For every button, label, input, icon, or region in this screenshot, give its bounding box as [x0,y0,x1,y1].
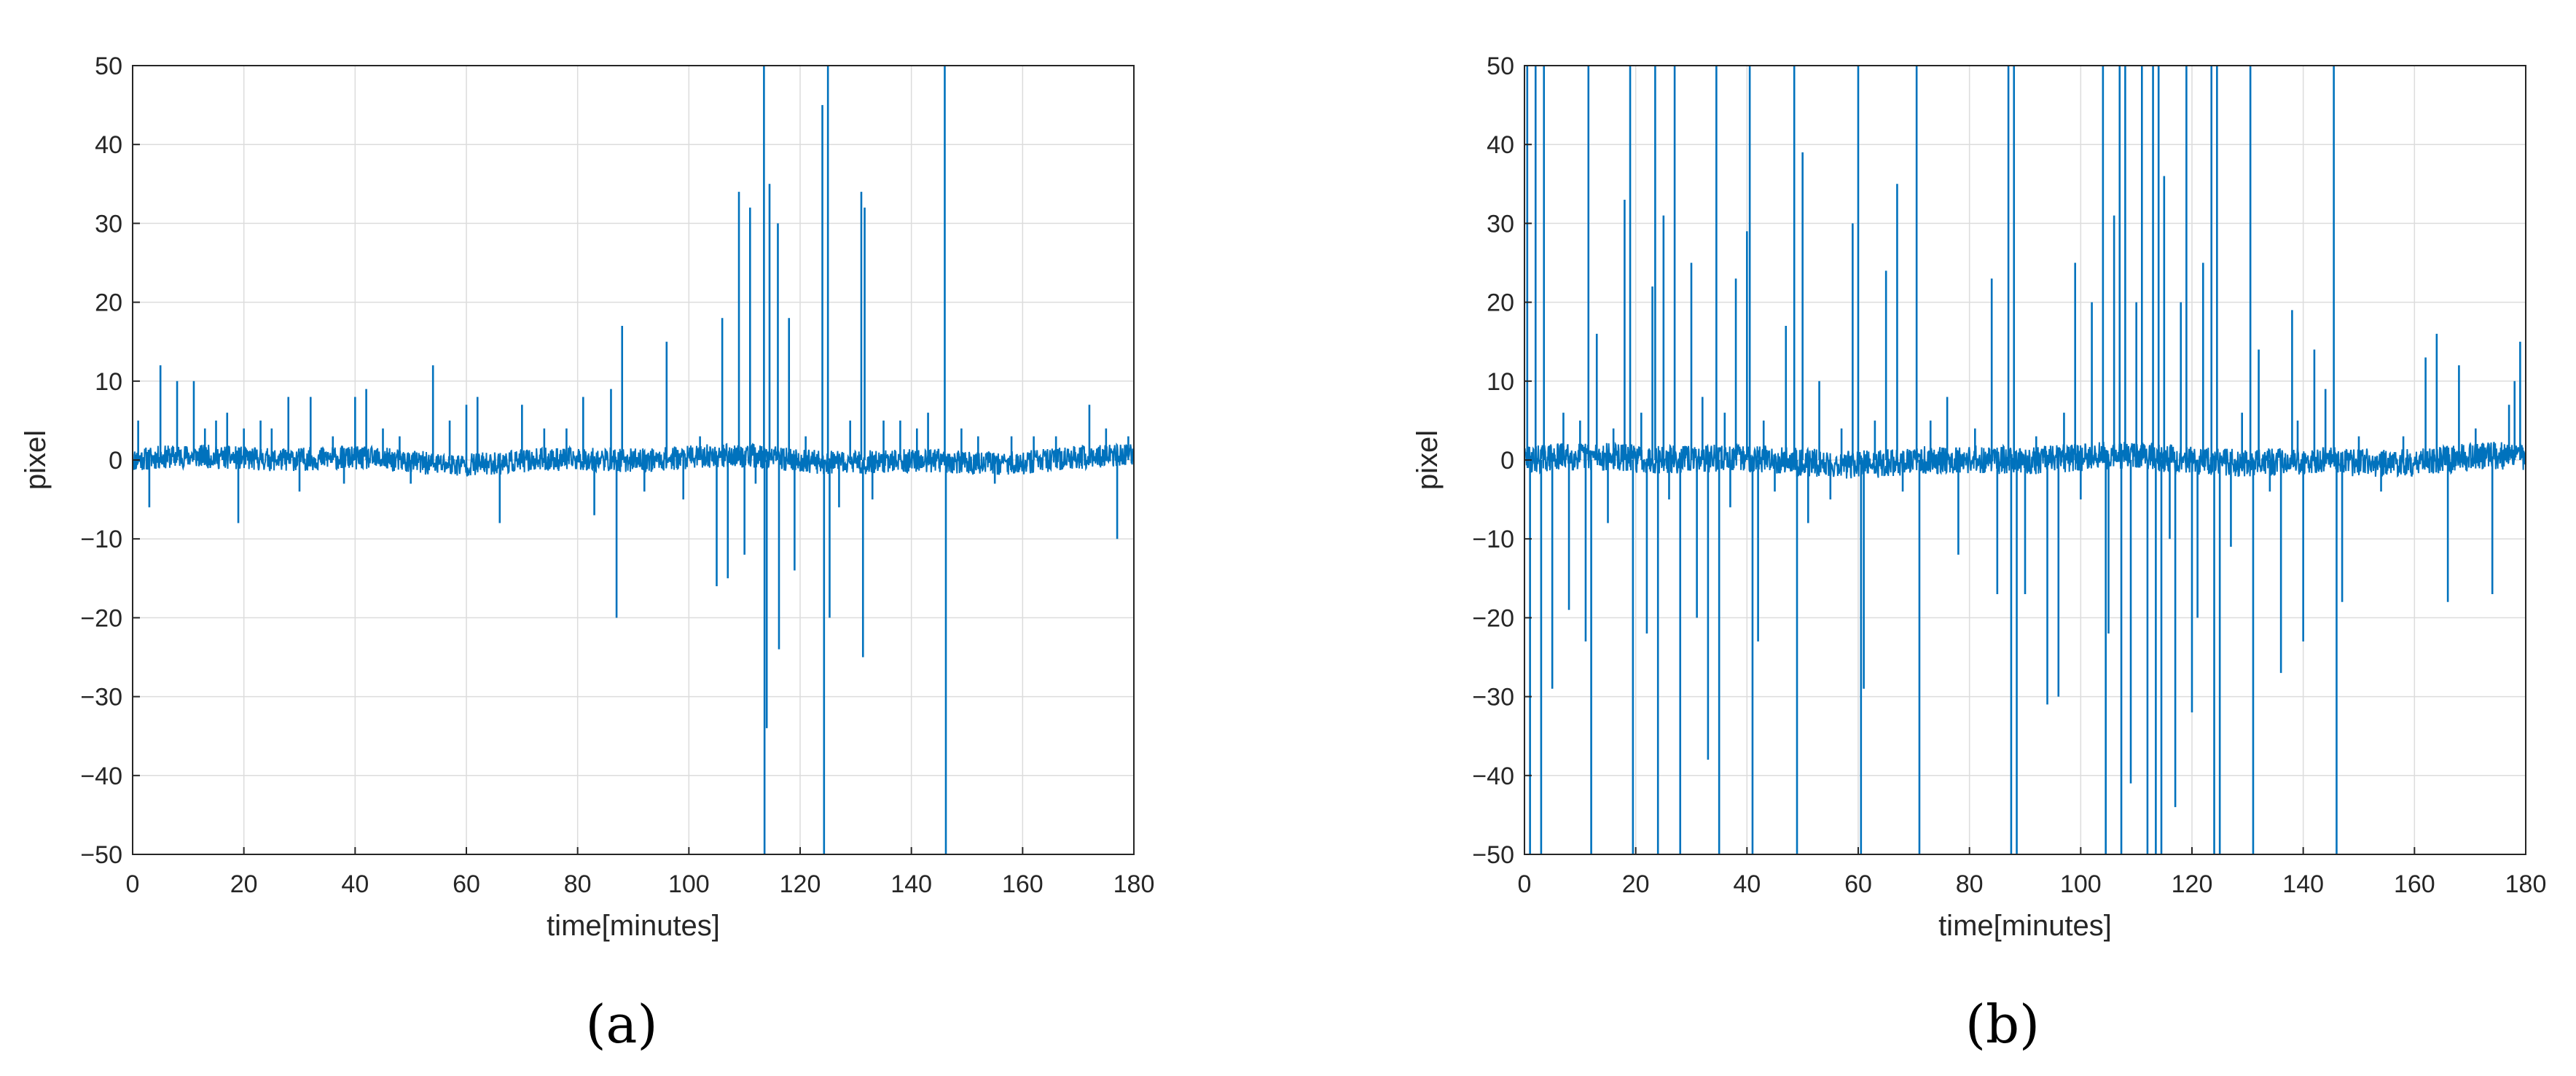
y-ticks-b: 50 40 30 20 10 0 −10 −20 −30 −40 −50 [1472,52,1532,869]
x-tick-label: 180 [2505,870,2547,898]
y-tick-label: 50 [95,52,122,80]
x-tick-label: 0 [126,870,140,898]
x-tick-label: 0 [1518,870,1532,898]
y-tick-label: −20 [1472,604,1514,632]
x-tick-label: 20 [1622,870,1650,898]
x-tick-label: 140 [2282,870,2324,898]
y-axis-label-a: pixel [20,430,52,490]
x-tick-label: 60 [1844,870,1872,898]
x-tick-label: 180 [1113,870,1155,898]
y-tick-label: −10 [1472,526,1514,553]
y-tick-label: −50 [1472,841,1514,869]
y-tick-label: 20 [1487,289,1514,317]
x-tick-label: 140 [890,870,932,898]
x-tick-label: 20 [230,870,258,898]
x-tick-label: 100 [668,870,710,898]
y-tick-label: 50 [1487,52,1514,80]
y-tick-label: 40 [95,131,122,159]
x-axis-label-a: time[minutes] [547,910,720,942]
y-tick-label: 40 [1487,131,1514,159]
y-tick-label: 0 [109,447,122,475]
y-tick-label: −30 [1472,684,1514,712]
y-tick-label: −50 [80,841,122,869]
y-tick-label: −30 [80,684,122,712]
y-tick-label: 0 [1500,447,1514,475]
panel-label-a: (a) [585,994,657,1055]
y-axis-label-b: pixel [1412,430,1444,490]
x-tick-label: 120 [2172,870,2213,898]
y-tick-label: −40 [80,763,122,790]
x-tick-label: 80 [1956,870,1984,898]
y-tick-label: −20 [80,604,122,632]
x-tick-label: 100 [2060,870,2102,898]
x-axis-label-b: time[minutes] [1938,910,2112,942]
y-tick-label: 20 [95,289,122,317]
y-ticks-a: 50 40 30 20 10 0 −10 −20 −30 −40 −50 [80,52,140,869]
y-tick-label: −10 [80,526,122,553]
x-ticks-a: 0 20 40 60 80 100 120 140 160 180 [126,847,1155,898]
x-tick-label: 160 [1002,870,1044,898]
x-tick-label: 120 [780,870,821,898]
x-tick-label: 40 [341,870,369,898]
y-tick-label: 10 [95,368,122,396]
y-tick-label: −40 [1472,763,1514,790]
trace-a [132,66,1135,854]
x-tick-label: 160 [2394,870,2435,898]
x-ticks-b: 0 20 40 60 80 100 120 140 160 180 [1518,847,2547,898]
y-tick-label: 30 [1487,210,1514,238]
y-tick-label: 10 [1487,368,1514,396]
x-tick-label: 60 [453,870,480,898]
trace-b [1524,66,2526,854]
x-tick-label: 40 [1733,870,1761,898]
x-tick-label: 80 [564,870,592,898]
panel-label-b: (b) [1965,994,2040,1055]
y-tick-label: 30 [95,210,122,238]
